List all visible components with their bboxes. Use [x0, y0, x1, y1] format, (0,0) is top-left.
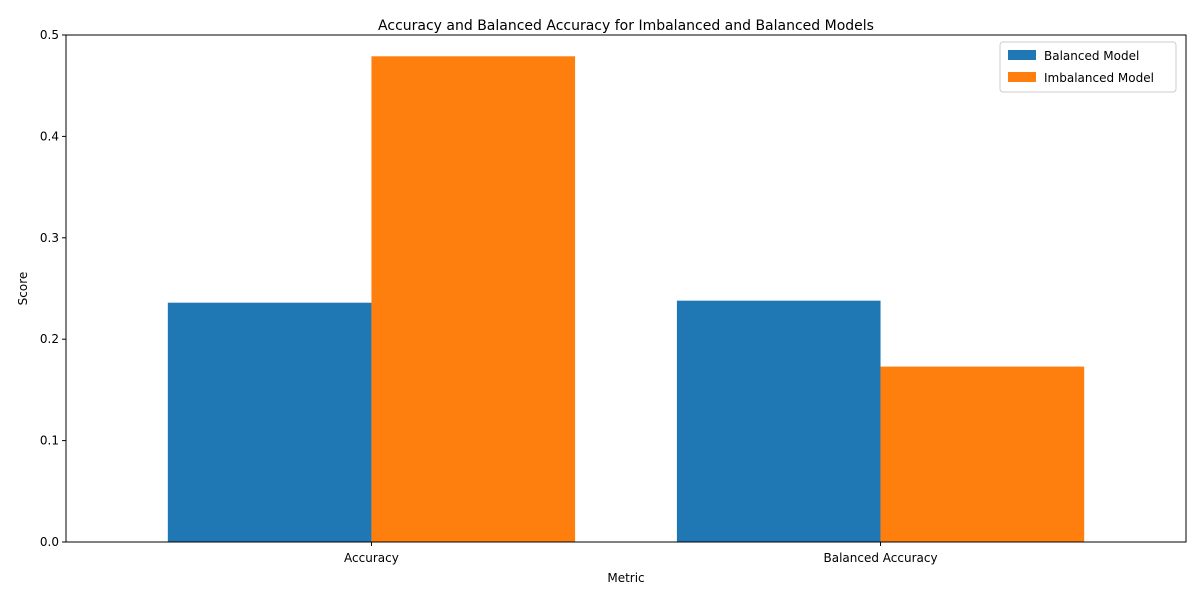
legend-box [999, 41, 1177, 93]
bar-imbalanced-model-accuracy [371, 56, 576, 542]
bar-imbalanced-model-balanced-accuracy [880, 366, 1085, 542]
plot-frame [65, 34, 1187, 543]
bar-balanced-model-balanced-accuracy [676, 300, 881, 542]
legend: Balanced Model Imbalanced Model [999, 41, 1177, 93]
legend-swatch [1008, 72, 1036, 82]
y-tick-label: 0.0 [40, 535, 59, 549]
y-tick-label: 0.3 [40, 231, 59, 245]
y-tick-label: 0.4 [40, 129, 59, 143]
x-axis-label: Metric [607, 571, 644, 585]
legend-label: Imbalanced Model [1044, 71, 1154, 85]
y-tick-label: 0.1 [40, 434, 59, 448]
y-tick-label: 0.2 [40, 332, 59, 346]
y-axis: 0.0 0.1 0.2 0.3 0.4 0.5 [40, 28, 66, 549]
x-tick-label: Accuracy [344, 551, 399, 565]
bar-balanced-model-accuracy [167, 302, 372, 542]
legend-label: Balanced Model [1044, 49, 1139, 63]
chart-title: Accuracy and Balanced Accuracy for Imbal… [378, 18, 874, 34]
x-axis: Accuracy Balanced Accuracy [344, 542, 938, 565]
legend-swatch [1008, 50, 1036, 60]
bars-group [167, 56, 1085, 542]
y-tick-label: 0.5 [40, 28, 59, 42]
y-axis-label: Score [16, 272, 30, 306]
x-tick-label: Balanced Accuracy [824, 551, 938, 565]
